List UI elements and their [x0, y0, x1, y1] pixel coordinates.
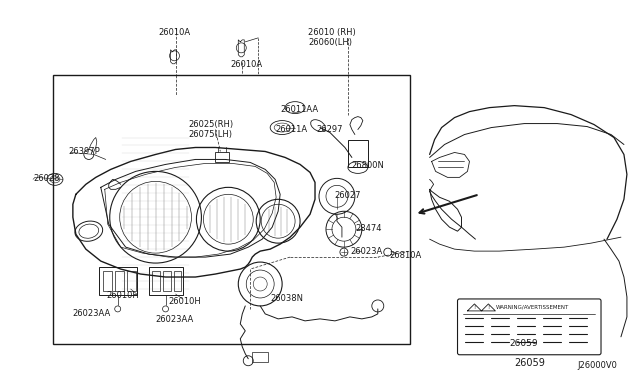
Text: 26023A: 26023A: [350, 247, 382, 256]
Text: 26060(LH): 26060(LH): [308, 38, 352, 47]
Polygon shape: [467, 304, 481, 311]
Text: 26800N: 26800N: [352, 161, 385, 170]
Bar: [53, 75, 410, 344]
Text: 26023AA: 26023AA: [73, 309, 111, 318]
Bar: [103, 271, 112, 291]
Text: 26011AA: 26011AA: [280, 105, 318, 113]
Text: 26028: 26028: [33, 174, 60, 183]
Text: 26010 (RH): 26010 (RH): [308, 28, 356, 37]
Text: 26011A: 26011A: [275, 125, 307, 134]
Bar: [163, 271, 170, 291]
Bar: [115, 271, 124, 291]
Bar: [127, 271, 136, 291]
Text: 26025(RH): 26025(RH): [188, 119, 234, 129]
Bar: [348, 140, 368, 167]
Text: 26297: 26297: [316, 125, 342, 134]
Bar: [173, 271, 182, 291]
Text: 26075(LH): 26075(LH): [188, 129, 232, 138]
Bar: [216, 153, 229, 163]
Text: 26010A: 26010A: [159, 28, 191, 37]
Text: 26038N: 26038N: [270, 294, 303, 303]
Text: J26000V0: J26000V0: [577, 361, 617, 370]
Text: 26397P: 26397P: [69, 147, 100, 157]
Text: 26010H: 26010H: [107, 291, 140, 300]
Bar: [148, 267, 184, 295]
Polygon shape: [481, 304, 495, 311]
FancyBboxPatch shape: [458, 299, 601, 355]
Text: !: !: [487, 305, 490, 310]
Text: 26010A: 26010A: [230, 60, 262, 69]
Bar: [152, 271, 159, 291]
Text: 26027: 26027: [334, 191, 360, 201]
Text: 26059: 26059: [509, 339, 538, 348]
Text: 26010H: 26010H: [168, 297, 202, 306]
Text: WARNING/AVERTISSEMENT: WARNING/AVERTISSEMENT: [495, 305, 568, 310]
Text: 26023AA: 26023AA: [156, 315, 194, 324]
Text: !: !: [474, 305, 476, 310]
Bar: [99, 267, 137, 295]
Text: 26810A: 26810A: [390, 251, 422, 260]
Text: 28474: 28474: [356, 224, 382, 233]
Text: 26059: 26059: [514, 358, 545, 368]
Bar: [252, 352, 268, 362]
